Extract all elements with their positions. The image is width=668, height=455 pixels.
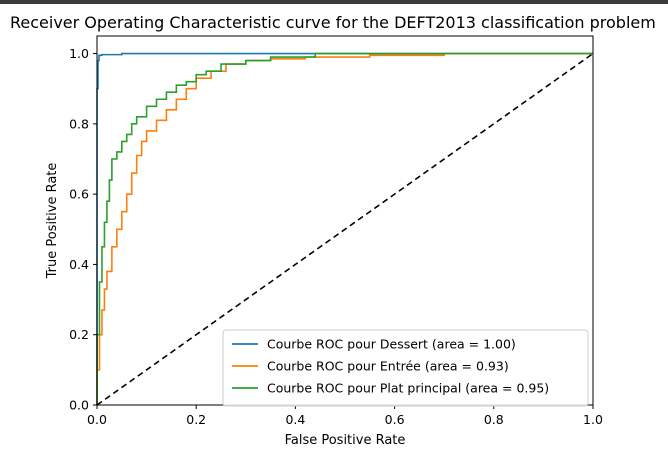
series-line-2 <box>96 52 593 405</box>
x-tick-label: 0.4 <box>285 412 305 427</box>
y-axis: 0.0 0.2 0.4 0.6 0.8 1.0 <box>69 46 97 413</box>
series-line-0 <box>96 52 593 405</box>
legend-entry: Courbe ROC pour Plat principal (area = 0… <box>267 381 549 396</box>
y-tick-label: 0.8 <box>69 116 89 131</box>
y-axis-label: True Positive Rate <box>45 163 60 280</box>
legend-entry: Courbe ROC pour Entrée (area = 0.93) <box>267 359 509 374</box>
x-axis: 0.0 0.2 0.4 0.6 0.8 1.0 <box>87 405 603 427</box>
plot-lines <box>96 52 594 406</box>
x-tick-label: 0.2 <box>186 412 206 427</box>
window-top-bar <box>0 0 668 4</box>
y-tick-label: 0.6 <box>69 187 89 202</box>
y-tick-label: 1.0 <box>69 46 89 61</box>
x-tick-label: 0.0 <box>87 412 107 427</box>
x-tick-label: 1.0 <box>583 412 603 427</box>
y-tick-label: 0.2 <box>69 327 89 342</box>
x-axis-label: False Positive Rate <box>285 433 406 448</box>
legend-box <box>222 329 589 407</box>
legend-entry: Courbe ROC pour Dessert (area = 1.00) <box>267 337 516 352</box>
y-tick-label: 0.0 <box>69 398 89 413</box>
x-tick-label: 0.6 <box>385 412 405 427</box>
chance-diagonal-line <box>96 52 594 406</box>
x-tick-label: 0.8 <box>484 412 504 427</box>
y-tick-label: 0.4 <box>69 257 89 272</box>
chart-title: Receiver Operating Characteristic curve … <box>10 13 656 32</box>
legend: Courbe ROC pour Dessert (area = 1.00) Cou… <box>222 329 589 407</box>
